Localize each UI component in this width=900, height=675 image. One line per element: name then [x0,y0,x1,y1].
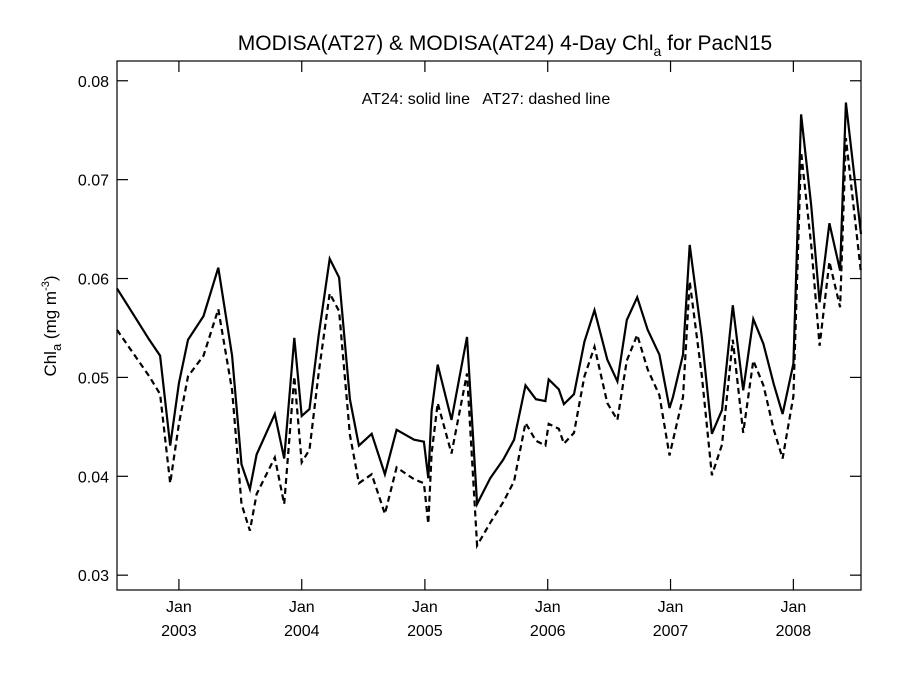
x-tick-label-year: 2007 [653,623,689,640]
x-tick-label-year: 2004 [284,623,320,640]
chart-title: MODISA(AT27) & MODISA(AT24) 4-Day Chla f… [238,32,772,59]
y-tick-label: 0.06 [78,272,109,289]
y-tick-label: 0.05 [78,370,109,387]
y-axis-label: Chla (mg m-3) [40,275,64,376]
series-line-at24-solid [116,102,863,509]
y-tick-label: 0.04 [78,469,109,486]
y-axis: 0.03 0.04 0.05 0.06 0.07 0.08 [78,74,861,585]
y-tick-label: 0.08 [78,74,109,91]
x-tick-label-year: 2003 [161,623,197,640]
x-tick-label-year: 2008 [776,623,812,640]
plot-frame [116,60,862,591]
x-tick-label-month: Jan [289,599,315,616]
x-tick-label-month: Jan [412,599,438,616]
x-tick-label-month: Jan [780,599,806,616]
series-line-at27-dashed [116,137,863,550]
y-tick-label: 0.03 [78,568,109,585]
chart-annotation: AT24: solid line AT27: dashed line [362,91,611,108]
x-tick-label-year: 2006 [530,623,566,640]
series-group [116,102,863,550]
x-axis: Jan 2003 Jan 2004 Jan 2005 Jan 2006 Jan 2007 Jan 20… [161,61,811,640]
x-tick-label-month: Jan [535,599,561,616]
y-tick-label: 0.07 [78,173,109,190]
x-tick-label-year: 2005 [407,623,443,640]
x-tick-label-month: Jan [658,599,684,616]
x-tick-label-month: Jan [166,599,192,616]
